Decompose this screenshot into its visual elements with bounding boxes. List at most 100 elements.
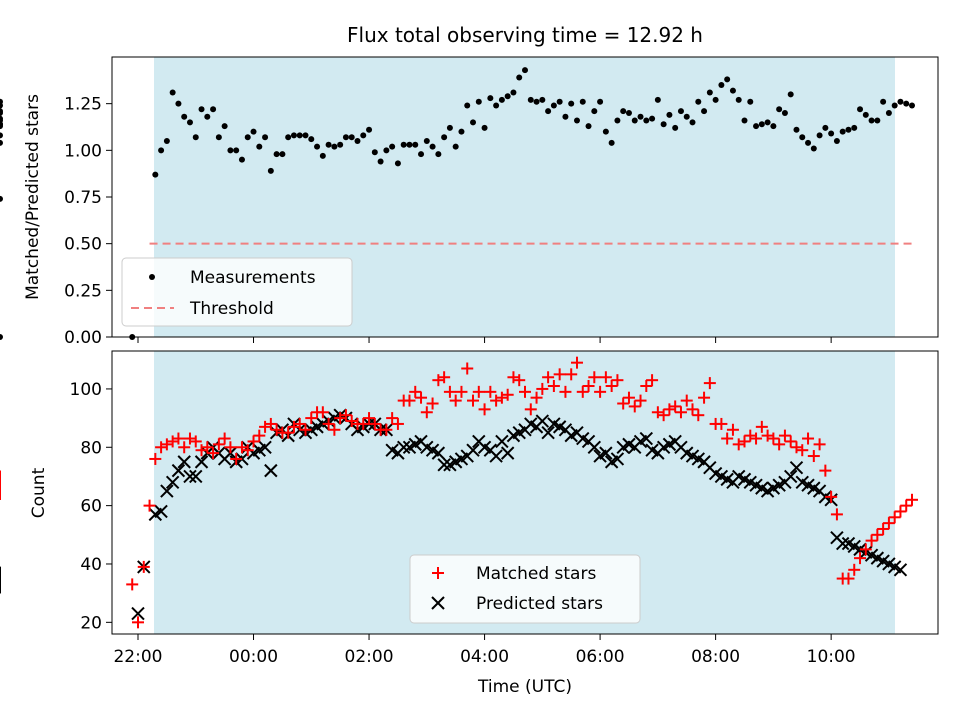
bottom-y-tick-label: 20 (80, 613, 102, 633)
measurement-point (487, 95, 494, 102)
matched-star-marker (334, 412, 347, 425)
matched-star-marker (588, 371, 601, 384)
measurement-point (510, 89, 517, 96)
top-y-tick-label: 0.50 (64, 235, 102, 255)
measurement-point (267, 167, 274, 174)
matched-star-marker (189, 435, 202, 448)
measurement-point (539, 96, 546, 103)
measurement-point (689, 119, 696, 126)
matched-star-marker (524, 403, 537, 416)
measurement-point (880, 98, 887, 105)
matched-star-marker (126, 578, 139, 591)
matched-star-marker (900, 499, 913, 512)
predicted-star-marker (131, 606, 145, 621)
measurement-point (799, 134, 806, 141)
matched-star-marker (680, 394, 693, 407)
matched-star-marker (888, 511, 901, 524)
predicted-star-marker (535, 414, 550, 428)
measurement-point (221, 123, 228, 130)
matched-star-marker (622, 391, 635, 404)
matched-star-marker (784, 435, 797, 448)
measurement-point (666, 111, 673, 118)
predicted-star-marker (893, 563, 908, 577)
measurement-point (175, 100, 182, 107)
measurement-point (429, 143, 436, 150)
top-x-ticks (137, 337, 832, 343)
measurement-point (273, 151, 280, 158)
measurement-point (325, 141, 332, 148)
measurement-point (354, 138, 361, 144)
measurement-point (198, 106, 205, 113)
measurement-point (677, 108, 684, 115)
x-tick-label: 06:00 (576, 647, 625, 667)
measurement-point (839, 128, 846, 135)
measurement-point (366, 126, 373, 133)
matched-star-marker (472, 385, 485, 398)
measurement-point (290, 132, 297, 139)
measurement-point (706, 89, 713, 96)
measurement-point (862, 111, 869, 118)
measurement-point (614, 117, 621, 124)
measurement-point (579, 98, 586, 105)
matched-star-marker (628, 400, 641, 413)
measurement-point (342, 134, 349, 141)
measurement-point (672, 124, 679, 131)
matched-star-marker (594, 385, 607, 398)
matched-star-marker (259, 420, 272, 433)
predicted-star-marker (835, 536, 850, 551)
predicted-star-marker (165, 475, 180, 489)
matched-star-marker (449, 394, 462, 407)
matched-star-marker (796, 444, 809, 457)
measurement-point (337, 141, 344, 148)
predicted-star-marker (258, 440, 272, 454)
measurement-point (643, 117, 650, 124)
matched-star-marker (149, 452, 162, 465)
measurement-point (851, 124, 858, 131)
matched-star-marker (542, 371, 555, 384)
matched-star-marker (732, 438, 745, 451)
measurement-point (776, 106, 783, 113)
matched-star-marker (906, 493, 919, 506)
measurement-point (874, 117, 881, 124)
matched-star-marker (363, 412, 376, 425)
measurement-point (262, 134, 269, 141)
measurement-point (0, 132, 3, 139)
matched-star-marker (357, 417, 370, 430)
predicted-star-marker (171, 463, 186, 478)
matched-star-marker (519, 385, 531, 398)
matched-star-marker (651, 406, 664, 419)
measurement-point (412, 141, 419, 148)
measurement-point (435, 151, 442, 158)
measurement-point (735, 96, 742, 103)
matched-star-marker (767, 432, 780, 445)
matched-star-marker (420, 406, 433, 419)
matched-star-marker (293, 417, 306, 430)
predicted-star-marker (396, 440, 411, 454)
matched-star-marker (484, 385, 497, 398)
measurement-point (394, 160, 401, 167)
matched-star-marker (726, 423, 739, 436)
measurement-point (279, 151, 286, 158)
matched-star-marker (611, 374, 624, 387)
matched-star-marker (166, 435, 179, 448)
matched-star-marker (443, 385, 456, 398)
measurement-point (458, 128, 465, 135)
matched-star-marker (513, 374, 526, 387)
measurement-point (0, 334, 3, 340)
measurement-point (787, 91, 794, 98)
measurement-point (833, 138, 840, 144)
measurement-point (591, 108, 598, 115)
predicted-star-marker (264, 463, 278, 478)
legend-predicted-marker (431, 596, 445, 610)
measurement-point (256, 143, 263, 150)
matched-star-marker (738, 435, 751, 448)
legend-matched-marker (432, 567, 444, 579)
matched-star-marker (287, 420, 300, 433)
measurement-point (406, 141, 413, 148)
matched-star-marker (409, 385, 422, 398)
matched-star-marker (305, 412, 318, 425)
matched-star-marker (802, 432, 815, 445)
predicted-star-marker (194, 455, 209, 469)
